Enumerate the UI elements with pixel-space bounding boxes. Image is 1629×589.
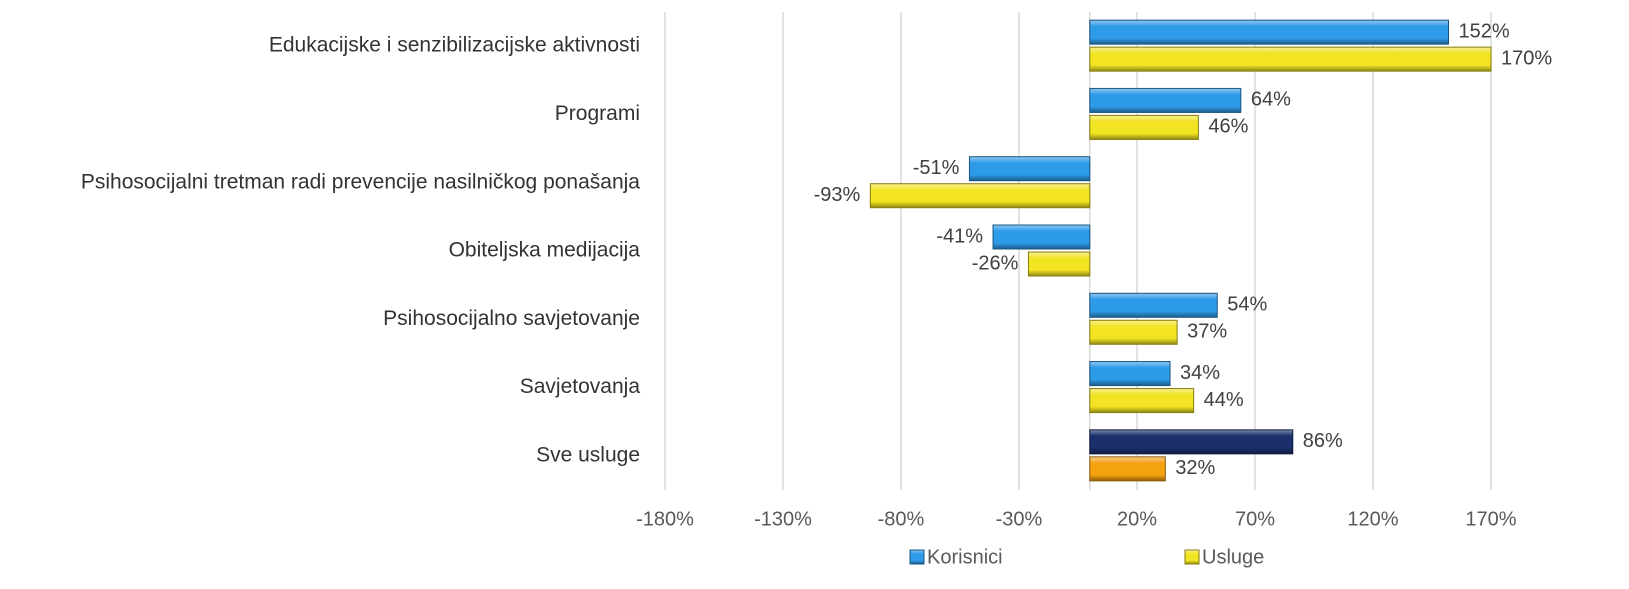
y-tick-label: Savjetovanja xyxy=(520,375,641,398)
legend-swatch xyxy=(909,549,925,565)
bar xyxy=(1089,87,1242,113)
y-tick-label: Psihosocijalno savjetovanje xyxy=(383,307,640,330)
data-label: -26% xyxy=(972,252,1019,274)
y-tick-label: Programi xyxy=(555,102,640,125)
data-label: 54% xyxy=(1227,294,1267,316)
bar xyxy=(1027,251,1091,277)
bar xyxy=(1089,19,1450,45)
y-tick-label: Psihosocijalni tretman radi prevencije n… xyxy=(81,170,640,193)
bar xyxy=(968,156,1091,182)
data-label: -41% xyxy=(936,225,983,247)
data-label: 86% xyxy=(1303,430,1343,452)
data-label: -93% xyxy=(814,184,861,206)
legend-swatch xyxy=(1184,549,1200,565)
x-tick-label: 170% xyxy=(1465,508,1516,530)
data-label: 44% xyxy=(1204,389,1244,411)
data-label: 64% xyxy=(1251,89,1291,111)
data-label: 46% xyxy=(1208,116,1248,138)
bar xyxy=(1089,388,1195,414)
x-tick-label: -130% xyxy=(754,508,812,530)
bar xyxy=(869,183,1091,209)
x-tick-label: 120% xyxy=(1347,508,1398,530)
bar xyxy=(1089,456,1166,482)
data-label: 32% xyxy=(1175,457,1215,479)
x-tick-label: -80% xyxy=(878,508,925,530)
x-tick-label: -180% xyxy=(636,508,694,530)
bar xyxy=(1089,114,1199,140)
bar xyxy=(1089,319,1178,345)
bar xyxy=(1089,292,1218,318)
bar xyxy=(1089,46,1492,72)
bar xyxy=(1089,429,1294,455)
legend-label: Korisnici xyxy=(927,546,1003,568)
y-tick-label: Obiteljska medijacija xyxy=(449,239,641,262)
legend-label: Usluge xyxy=(1202,546,1264,568)
data-label: 34% xyxy=(1180,362,1220,384)
data-label: 37% xyxy=(1187,321,1227,343)
y-tick-label: Sve usluge xyxy=(536,443,640,466)
bar xyxy=(1089,361,1171,387)
data-label: 170% xyxy=(1501,47,1552,69)
x-tick-label: -30% xyxy=(996,508,1043,530)
bar xyxy=(992,224,1091,250)
data-label: -51% xyxy=(913,157,960,179)
x-tick-label: 70% xyxy=(1235,508,1275,530)
data-label: 152% xyxy=(1459,20,1510,42)
x-tick-label: 20% xyxy=(1117,508,1157,530)
y-tick-label: Edukacijske i senzibilizacijske aktivnos… xyxy=(269,34,640,57)
